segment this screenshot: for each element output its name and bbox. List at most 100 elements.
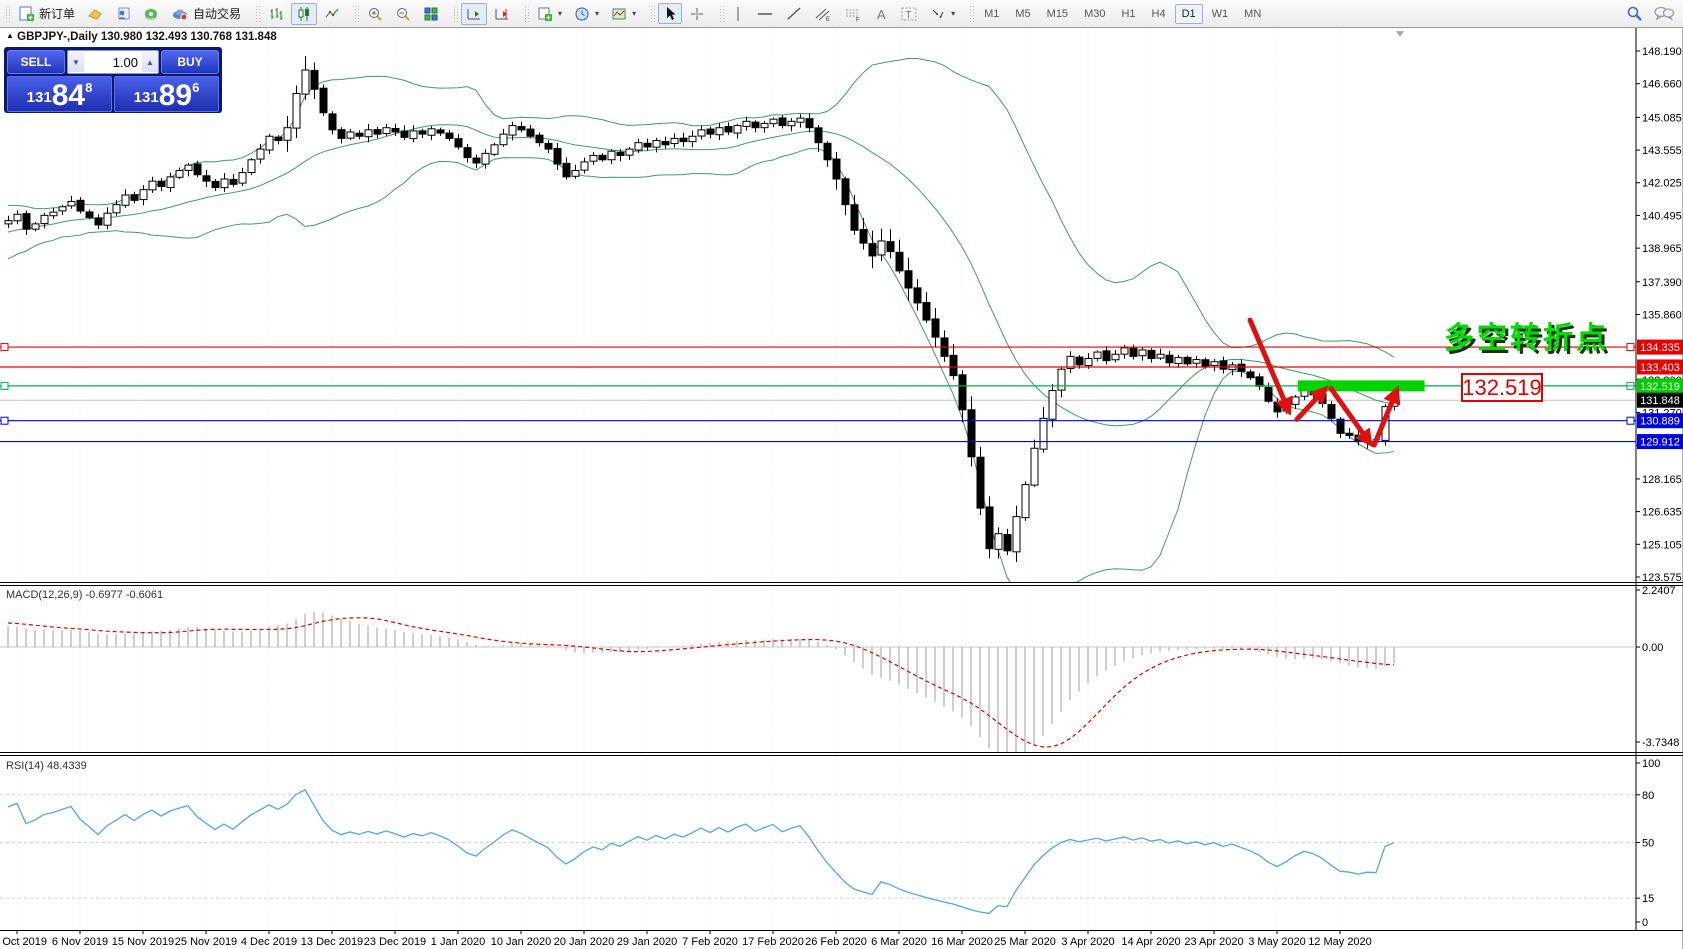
- timeframe-mn[interactable]: MN: [1244, 7, 1262, 20]
- line-handle[interactable]: [0, 416, 9, 425]
- text-icon: A: [877, 7, 886, 22]
- line-handle[interactable]: [0, 343, 9, 352]
- line-handle[interactable]: [1626, 343, 1635, 352]
- price-badge-text: 130.889: [1640, 416, 1680, 428]
- timeframe-w1[interactable]: W1: [1211, 7, 1229, 20]
- zoom-in-icon: [369, 7, 382, 21]
- collapse-triangle-icon[interactable]: ▲: [6, 31, 14, 40]
- date-tick-label: 14 Apr 2020: [1121, 936, 1180, 948]
- timeframe-h4[interactable]: H4: [1151, 7, 1166, 20]
- timeframe-m5[interactable]: M5: [1015, 7, 1031, 20]
- line-chart-button[interactable]: [319, 3, 345, 25]
- text-label-button[interactable]: T: [895, 3, 923, 25]
- candlestick-chart-button[interactable]: [291, 2, 318, 25]
- toolbar-drag-handle[interactable]: [453, 4, 459, 23]
- level-lines[interactable]: [0, 346, 1636, 443]
- crosshair-button[interactable]: [684, 3, 710, 25]
- market-watch-button[interactable]: [82, 3, 108, 25]
- fibonacci-button[interactable]: F: [839, 3, 867, 25]
- periods-button[interactable]: ▾: [569, 3, 604, 25]
- new-chart-dropdown-icon[interactable]: ▾: [558, 9, 563, 18]
- text-button[interactable]: A: [869, 3, 893, 25]
- toolbar-drag-handle[interactable]: [650, 4, 656, 23]
- new-chart-button[interactable]: ▾: [532, 3, 567, 25]
- line-handle[interactable]: [0, 381, 9, 390]
- price-tick-label: 123.575: [1642, 572, 1682, 584]
- timeframe-m1[interactable]: M1: [984, 7, 1000, 20]
- fibonacci-icon: F: [846, 9, 860, 22]
- periods-icon: [575, 7, 589, 20]
- periods-dropdown-icon[interactable]: ▾: [595, 9, 600, 18]
- new-order-button[interactable]: 新订单: [13, 2, 80, 25]
- timeframe-h1[interactable]: H1: [1121, 7, 1136, 20]
- volume-decrease-button[interactable]: ▼: [68, 52, 84, 72]
- trend-arrows[interactable]: [1247, 317, 1401, 448]
- red-arrow[interactable]: [1294, 385, 1329, 422]
- arrows-button[interactable]: ▾: [925, 3, 960, 25]
- auto-trading-label: 自动交易: [193, 7, 242, 21]
- price-axis[interactable]: 148.190 146.660 145.085 143.555 142.025 140.4…: [1635, 28, 1683, 930]
- red-arrow[interactable]: [1328, 385, 1373, 448]
- trendline-button[interactable]: [781, 3, 807, 25]
- buy-button[interactable]: BUY: [161, 50, 219, 74]
- timeframe-m30[interactable]: M30: [1084, 7, 1106, 20]
- date-tick-label: 12 May 2020: [1308, 936, 1372, 948]
- sell-button[interactable]: SELL: [7, 50, 65, 74]
- price-badge: [1637, 392, 1683, 408]
- volume-increase-button[interactable]: ▲: [142, 52, 158, 72]
- price-badge: [1637, 434, 1683, 450]
- red-arrow[interactable]: [1247, 317, 1293, 416]
- price-tick-label: 143.555: [1642, 145, 1682, 157]
- volume-value[interactable]: 1.00: [112, 54, 138, 70]
- line-handle[interactable]: [1626, 416, 1635, 425]
- equidistant-channel-button[interactable]: E: [809, 3, 837, 25]
- templates-icon: [612, 8, 626, 19]
- price-tick-label: 148.190: [1642, 46, 1682, 58]
- turning-point-text[interactable]: 多空转折点: [1444, 322, 1609, 355]
- search-icon[interactable]: [1626, 5, 1643, 22]
- ohlc-values: 130.980 132.493 130.768 131.848: [100, 31, 277, 43]
- date-tick-label: 13 Dec 2019: [301, 936, 363, 948]
- price-badge-text: 134.335: [1640, 342, 1680, 354]
- buy-price-big: 89: [158, 79, 193, 112]
- date-tick-label: 15 Nov 2019: [112, 936, 174, 948]
- arrows-dropdown-icon[interactable]: ▾: [951, 9, 956, 18]
- zoom-in-button[interactable]: [362, 3, 388, 25]
- chart-shift-button[interactable]: [489, 3, 515, 25]
- price-badge: [1637, 339, 1683, 355]
- auto-trading-button[interactable]: 自动交易: [166, 2, 246, 25]
- templates-dropdown-icon[interactable]: ▾: [632, 9, 637, 18]
- toolbar-drag-handle[interactable]: [719, 4, 725, 23]
- vertical-line-button[interactable]: [727, 3, 749, 25]
- level-label-box[interactable]: 132.519: [1424, 373, 1636, 402]
- toolbar-drag-handle[interactable]: [5, 4, 10, 23]
- zoom-out-button[interactable]: [390, 3, 416, 25]
- toolbar-drag-handle[interactable]: [524, 4, 530, 23]
- sell-price-button[interactable]: 131 84 8: [7, 76, 112, 112]
- price-tick-label: 142.025: [1642, 178, 1682, 190]
- tile-windows-button[interactable]: [418, 3, 444, 25]
- green-zone-rectangle[interactable]: [1297, 380, 1425, 392]
- main-toolbar: 新订单 自动交易: [0, 0, 1683, 28]
- timeframe-d1[interactable]: D1: [1174, 3, 1203, 24]
- volume-field[interactable]: ▼ 1.00 ▲: [67, 50, 159, 74]
- news-button[interactable]: [138, 3, 164, 25]
- timeframe-m15[interactable]: M15: [1046, 7, 1069, 20]
- cursor-button[interactable]: [658, 3, 683, 24]
- horizontal-line-button[interactable]: [751, 3, 779, 25]
- red-arrow[interactable]: [1371, 385, 1401, 448]
- chat-icon[interactable]: [1653, 5, 1675, 22]
- buy-price-button[interactable]: 131 89 6: [114, 76, 219, 112]
- toolbar-drag-handle[interactable]: [354, 4, 360, 23]
- auto-scroll-button[interactable]: [461, 2, 488, 25]
- profiles-button[interactable]: [110, 3, 136, 25]
- templates-button[interactable]: ▾: [606, 3, 641, 25]
- toolbar-drag-handle[interactable]: [969, 4, 975, 23]
- date-tick-label: 3 Apr 2020: [1061, 936, 1114, 948]
- toolbar-drag-handle[interactable]: [255, 4, 261, 23]
- scroll-anchor-icon[interactable]: [1396, 31, 1404, 37]
- bar-chart-button[interactable]: [263, 3, 289, 25]
